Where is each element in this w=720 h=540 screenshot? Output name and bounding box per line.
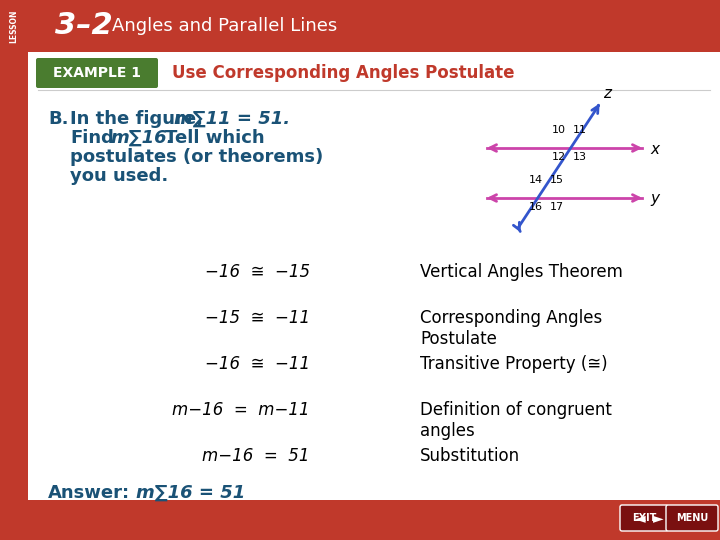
Text: Vertical Angles Theorem: Vertical Angles Theorem (420, 263, 623, 281)
Text: you used.: you used. (70, 167, 168, 185)
Text: postulates (or theorems): postulates (or theorems) (70, 148, 323, 166)
Text: Angles and Parallel Lines: Angles and Parallel Lines (112, 17, 337, 35)
Text: 15: 15 (550, 175, 564, 185)
Text: B.: B. (48, 110, 68, 128)
Text: 12: 12 (552, 152, 566, 162)
Text: m∑16.: m∑16. (110, 129, 174, 147)
Text: 10: 10 (552, 125, 566, 135)
Text: m−16  =  m−11: m−16 = m−11 (172, 401, 310, 419)
FancyBboxPatch shape (0, 0, 28, 540)
Text: Transitive Property (≅): Transitive Property (≅) (420, 355, 608, 373)
Text: Tell which: Tell which (165, 129, 265, 147)
Text: In the figure,: In the figure, (70, 110, 203, 128)
Text: m∑16 = 51: m∑16 = 51 (136, 484, 246, 502)
Text: z: z (603, 86, 611, 102)
Text: 3–2: 3–2 (55, 11, 113, 40)
Text: ◄: ◄ (635, 511, 645, 525)
Text: x: x (650, 141, 659, 157)
Text: m∑11 = 51.: m∑11 = 51. (174, 110, 290, 128)
FancyBboxPatch shape (620, 505, 668, 531)
Text: Substitution: Substitution (420, 447, 520, 465)
Text: EXAMPLE 1: EXAMPLE 1 (53, 66, 141, 80)
Text: 13: 13 (573, 152, 587, 162)
Text: 11: 11 (573, 125, 587, 135)
FancyBboxPatch shape (36, 58, 158, 88)
Text: ►: ► (653, 511, 663, 525)
Text: Use Corresponding Angles Postulate: Use Corresponding Angles Postulate (172, 64, 515, 82)
Text: 14: 14 (529, 175, 543, 185)
FancyBboxPatch shape (0, 0, 720, 52)
Text: EXIT: EXIT (632, 513, 656, 523)
Text: −16  ≅  −11: −16 ≅ −11 (205, 355, 310, 373)
Text: 17: 17 (550, 202, 564, 212)
FancyBboxPatch shape (28, 52, 720, 500)
Text: −16  ≅  −15: −16 ≅ −15 (205, 263, 310, 281)
Text: Corresponding Angles
Postulate: Corresponding Angles Postulate (420, 309, 602, 348)
Text: Answer:: Answer: (48, 484, 130, 502)
FancyBboxPatch shape (666, 505, 718, 531)
Text: Find: Find (70, 129, 114, 147)
Text: MENU: MENU (676, 513, 708, 523)
Text: −15  ≅  −11: −15 ≅ −11 (205, 309, 310, 327)
FancyBboxPatch shape (0, 500, 720, 540)
Text: y: y (650, 192, 659, 206)
Text: 16: 16 (529, 202, 543, 212)
Text: Definition of congruent
angles: Definition of congruent angles (420, 401, 612, 440)
Text: LESSON: LESSON (9, 9, 19, 43)
Text: m−16  =  51: m−16 = 51 (202, 447, 310, 465)
